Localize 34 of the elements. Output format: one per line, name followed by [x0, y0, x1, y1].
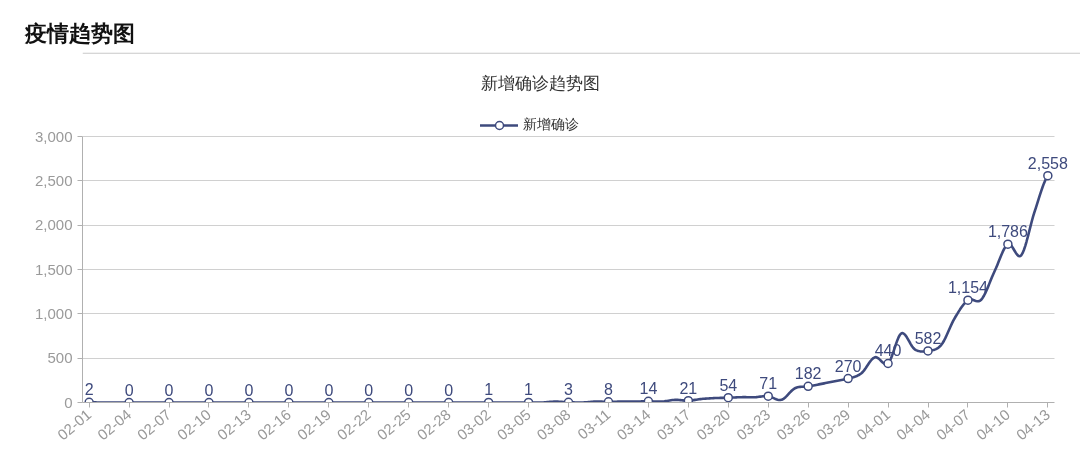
data-label: 1,154 [947, 279, 989, 297]
y-tick-label: 3,000 [34, 127, 73, 145]
data-label: 182 [794, 365, 822, 383]
y-tick-label: 1,500 [34, 260, 73, 278]
data-label: 2,558 [1027, 154, 1068, 172]
y-tick-label: 500 [47, 349, 73, 367]
chart-title: 疫情趋势图 [23, 21, 135, 46]
data-label: 54 [719, 376, 738, 394]
y-tick-label: 2,500 [34, 171, 73, 189]
data-label: 21 [679, 379, 698, 397]
chart-subtitle: 新增确诊趋势图 [481, 74, 600, 93]
data-label: 1,786 [987, 223, 1029, 241]
data-label: 0 [124, 381, 134, 399]
data-label: 0 [284, 381, 294, 399]
data-label: 14 [639, 380, 658, 398]
legend-label: 新增确诊 [523, 116, 579, 134]
data-label: 0 [324, 381, 334, 399]
data-label: 3 [564, 381, 574, 399]
data-label: 71 [759, 375, 778, 393]
data-label: 0 [204, 381, 214, 399]
data-label: 2 [84, 381, 94, 399]
data-label: 0 [244, 381, 254, 399]
y-tick-label: 2,000 [34, 216, 73, 234]
data-label: 270 [834, 357, 862, 375]
y-tick-label: 0 [64, 393, 73, 411]
data-label: 1 [484, 381, 494, 399]
data-label: 0 [364, 381, 374, 399]
data-label: 582 [914, 329, 942, 347]
data-label: 0 [164, 381, 174, 399]
data-label: 0 [444, 381, 454, 399]
data-label: 0 [404, 381, 414, 399]
y-tick-label: 1,000 [34, 304, 73, 322]
data-label: 1 [524, 381, 534, 399]
data-label: 8 [604, 380, 613, 398]
